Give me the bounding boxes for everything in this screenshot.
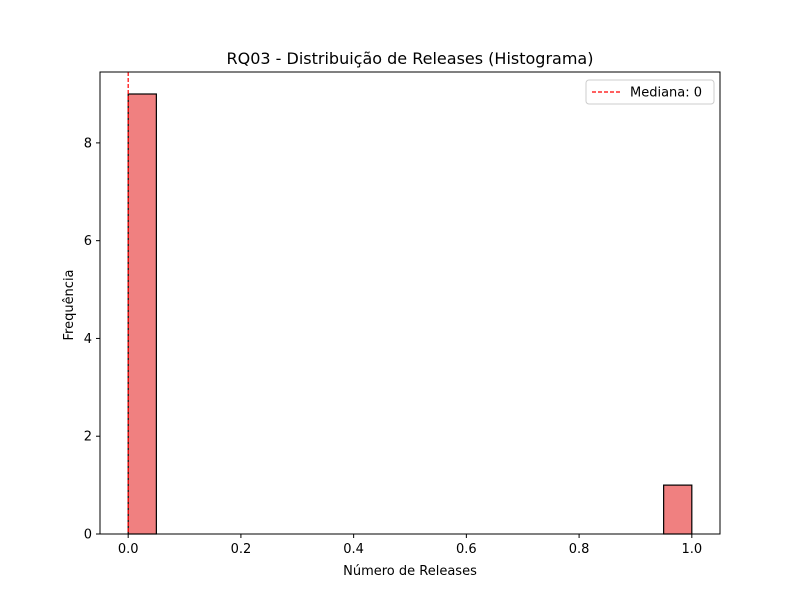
x-axis-ticks: 0.0 0.2 0.4 0.6 0.8 1.0 — [118, 534, 702, 557]
y-axis-ticks: 0 2 4 6 8 — [84, 136, 100, 543]
y-tick-label-0: 0 — [84, 528, 92, 543]
y-tick-label-3: 6 — [84, 234, 92, 249]
y-tick-label-1: 2 — [84, 430, 92, 445]
y-axis-label: Frequência — [62, 269, 77, 340]
chart-title: RQ03 - Distribuição de Releases (Histogr… — [227, 49, 594, 68]
plot-area-frame — [99, 71, 721, 535]
legend-box — [585, 79, 715, 105]
histogram-bar-0 — [127, 93, 157, 535]
x-tick-label-0: 0.0 — [118, 542, 139, 557]
legend: Mediana: 0 — [585, 79, 715, 105]
x-tick-label-5: 1.0 — [681, 542, 702, 557]
histogram-bar-1 — [663, 484, 693, 535]
x-axis-label: Número de Releases — [343, 564, 477, 579]
legend-median-label: Mediana: 0 — [630, 86, 702, 101]
x-tick-label-4: 0.8 — [569, 542, 590, 557]
x-tick-label-3: 0.6 — [456, 542, 477, 557]
y-tick-label-4: 8 — [84, 136, 92, 151]
y-tick-label-2: 4 — [84, 332, 92, 347]
x-tick-label-2: 0.4 — [343, 542, 364, 557]
histogram-bars — [127, 93, 693, 535]
x-tick-label-1: 0.2 — [231, 542, 252, 557]
